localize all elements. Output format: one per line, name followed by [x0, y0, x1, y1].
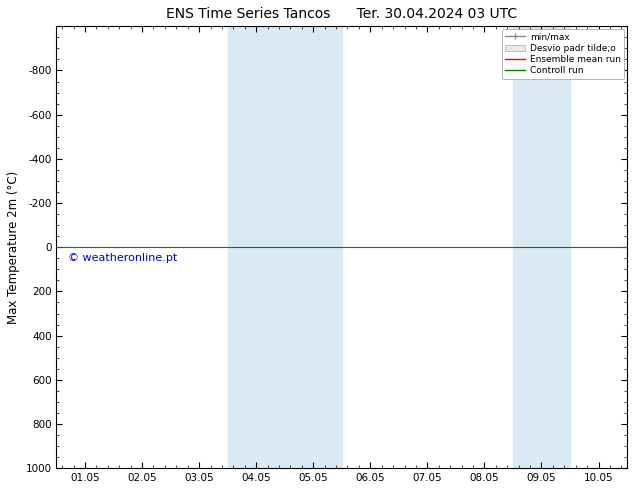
- Y-axis label: Max Temperature 2m (°C): Max Temperature 2m (°C): [7, 171, 20, 324]
- Text: © weatheronline.pt: © weatheronline.pt: [68, 253, 177, 263]
- Bar: [513, 26, 570, 468]
- Title: ENS Time Series Tancos      Ter. 30.04.2024 03 UTC: ENS Time Series Tancos Ter. 30.04.2024 0…: [166, 7, 517, 21]
- Legend: min/max, Desvio padr tilde;o, Ensemble mean run, Controll run: min/max, Desvio padr tilde;o, Ensemble m…: [501, 29, 624, 79]
- Bar: [228, 26, 285, 468]
- Bar: [285, 26, 342, 468]
